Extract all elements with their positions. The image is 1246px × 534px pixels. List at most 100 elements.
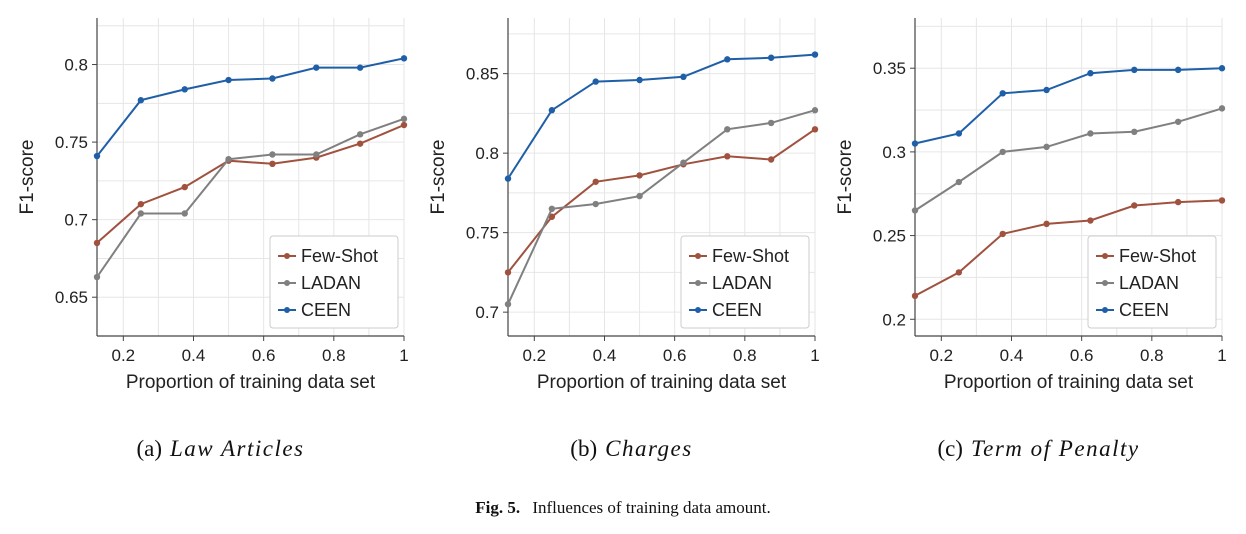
- legend-entry-few_shot: Few-Shot: [712, 246, 789, 266]
- data-point-ladan: [400, 115, 408, 123]
- data-point-ladan: [1043, 143, 1050, 151]
- x-axis-label: Proportion of training data set: [537, 372, 787, 393]
- chart-panel-3: 0.2 0.4 0.6 0.8 1 0.2 0.25 0.3 0.35 Proportion of…: [835, 18, 1227, 461]
- legend-entry-ceen: CEEN: [301, 300, 351, 320]
- data-point-few_shot: [504, 269, 512, 276]
- legend-marker-ladan: [695, 280, 701, 286]
- x-tick-label: 0.6: [663, 346, 687, 365]
- x-tick-label: 0.8: [1140, 346, 1164, 365]
- figure-caption-text: Influences of training data amount.: [532, 498, 770, 517]
- data-point-ladan: [93, 273, 101, 281]
- data-point-few_shot: [1131, 202, 1138, 209]
- legend-entry-few_shot: Few-Shot: [301, 246, 378, 266]
- data-point-ladan: [680, 159, 687, 166]
- chart-panels: 0.2 0.4 0.6 0.8 1 0.65 0.7 0.75 0.8 Proportion of…: [17, 18, 1227, 461]
- legend-entry-few_shot: Few-Shot: [1119, 246, 1196, 266]
- x-tick-label: 0.6: [1070, 346, 1094, 365]
- data-point-ceen: [181, 86, 188, 93]
- series-line-few_shot: [914, 199, 1223, 297]
- data-point-ceen: [1131, 66, 1138, 74]
- legend: Few-Shot LADAN CEEN: [269, 235, 399, 329]
- data-point-few_shot: [955, 269, 963, 276]
- legend-entry-ladan: LADAN: [1119, 273, 1179, 293]
- figure-caption-label: Fig. 5.: [475, 498, 520, 517]
- data-point-few_shot: [811, 126, 819, 133]
- data-point-ladan: [1087, 130, 1094, 137]
- y-tick-label: 0.65: [55, 288, 88, 307]
- series-line-ladan: [96, 117, 405, 278]
- data-point-few_shot: [181, 183, 188, 191]
- data-point-few_shot: [1218, 197, 1226, 204]
- data-point-few_shot: [548, 213, 556, 220]
- data-point-ceen: [1043, 86, 1050, 94]
- chart-panel-1: 0.2 0.4 0.6 0.8 1 0.65 0.7 0.75 0.8 Proportion of…: [17, 18, 409, 461]
- x-tick-label: 0.4: [182, 346, 206, 365]
- data-point-few_shot: [1174, 198, 1182, 206]
- y-tick-label: 0.7: [64, 211, 88, 230]
- data-point-ceen: [93, 152, 101, 160]
- y-tick-label: 0.8: [64, 56, 88, 75]
- subcaption-name: Law Articles: [169, 436, 305, 461]
- data-point-ceen: [356, 64, 364, 71]
- chart-panel-2: 0.2 0.4 0.6 0.8 1 0.7 0.75 0.8 0.85 Proportion of…: [428, 18, 820, 461]
- data-point-ladan: [636, 192, 643, 200]
- x-tick-label: 0.8: [733, 346, 757, 365]
- data-point-few_shot: [592, 178, 599, 185]
- legend: Few-Shot LADAN CEEN: [1087, 235, 1217, 329]
- data-point-ladan: [1131, 128, 1138, 136]
- legend-box: [269, 235, 399, 329]
- data-point-ceen: [225, 76, 232, 84]
- data-point-few_shot: [356, 140, 364, 147]
- x-tick-label: 0.4: [1000, 346, 1024, 365]
- data-point-ladan: [592, 200, 599, 208]
- legend-marker-few_shot: [284, 253, 290, 259]
- subcaption-name: Term of Penalty: [971, 436, 1140, 461]
- data-point-ceen: [548, 107, 556, 114]
- data-point-ceen: [724, 56, 731, 63]
- data-point-ladan: [1218, 105, 1226, 112]
- series-line-few_shot: [507, 128, 816, 274]
- series-line-ceen: [96, 57, 405, 157]
- series-line-ladan: [914, 107, 1223, 212]
- x-tick-label: 1: [1217, 346, 1226, 365]
- subcaption-name: Charges: [605, 436, 693, 461]
- data-point-ladan: [767, 119, 775, 127]
- subcaption: (a) Law Articles: [136, 436, 304, 461]
- data-point-few_shot: [1043, 220, 1050, 228]
- x-tick-label: 0.2: [929, 346, 953, 365]
- y-tick-label: 0.7: [475, 303, 499, 322]
- subcaption-prefix: (c): [937, 436, 963, 461]
- data-point-ladan: [955, 178, 963, 186]
- y-axis-label: F1-score: [17, 140, 38, 215]
- legend-marker-ladan: [284, 280, 290, 286]
- data-point-ladan: [181, 210, 188, 217]
- data-point-ceen: [400, 55, 408, 62]
- series-line-ceen: [914, 67, 1223, 145]
- data-point-ceen: [1174, 66, 1182, 74]
- y-tick-label: 0.3: [882, 143, 906, 162]
- x-tick-label: 0.4: [593, 346, 617, 365]
- data-point-few_shot: [911, 292, 919, 300]
- x-tick-label: 1: [399, 346, 408, 365]
- data-point-ladan: [225, 155, 232, 163]
- figure-caption: Fig. 5. Influences of training data amou…: [475, 498, 771, 517]
- legend-marker-ceen: [695, 307, 701, 313]
- x-axis-label: Proportion of training data set: [126, 372, 376, 393]
- x-tick-label: 0.2: [111, 346, 135, 365]
- legend-box: [1087, 235, 1217, 329]
- y-axis-label: F1-score: [835, 140, 856, 215]
- legend-entry-ladan: LADAN: [712, 273, 772, 293]
- legend-marker-ladan: [1102, 280, 1108, 286]
- data-point-ladan: [137, 210, 145, 217]
- legend: Few-Shot LADAN CEEN: [680, 235, 810, 329]
- series-line-few_shot: [96, 124, 405, 244]
- data-point-few_shot: [137, 200, 145, 208]
- y-tick-label: 0.75: [466, 224, 499, 243]
- data-point-ceen: [999, 90, 1006, 97]
- subcaption-prefix: (a): [136, 436, 162, 461]
- x-tick-label: 0.6: [252, 346, 276, 365]
- x-tick-label: 0.8: [322, 346, 346, 365]
- data-point-few_shot: [636, 172, 643, 179]
- y-tick-label: 0.85: [466, 65, 499, 84]
